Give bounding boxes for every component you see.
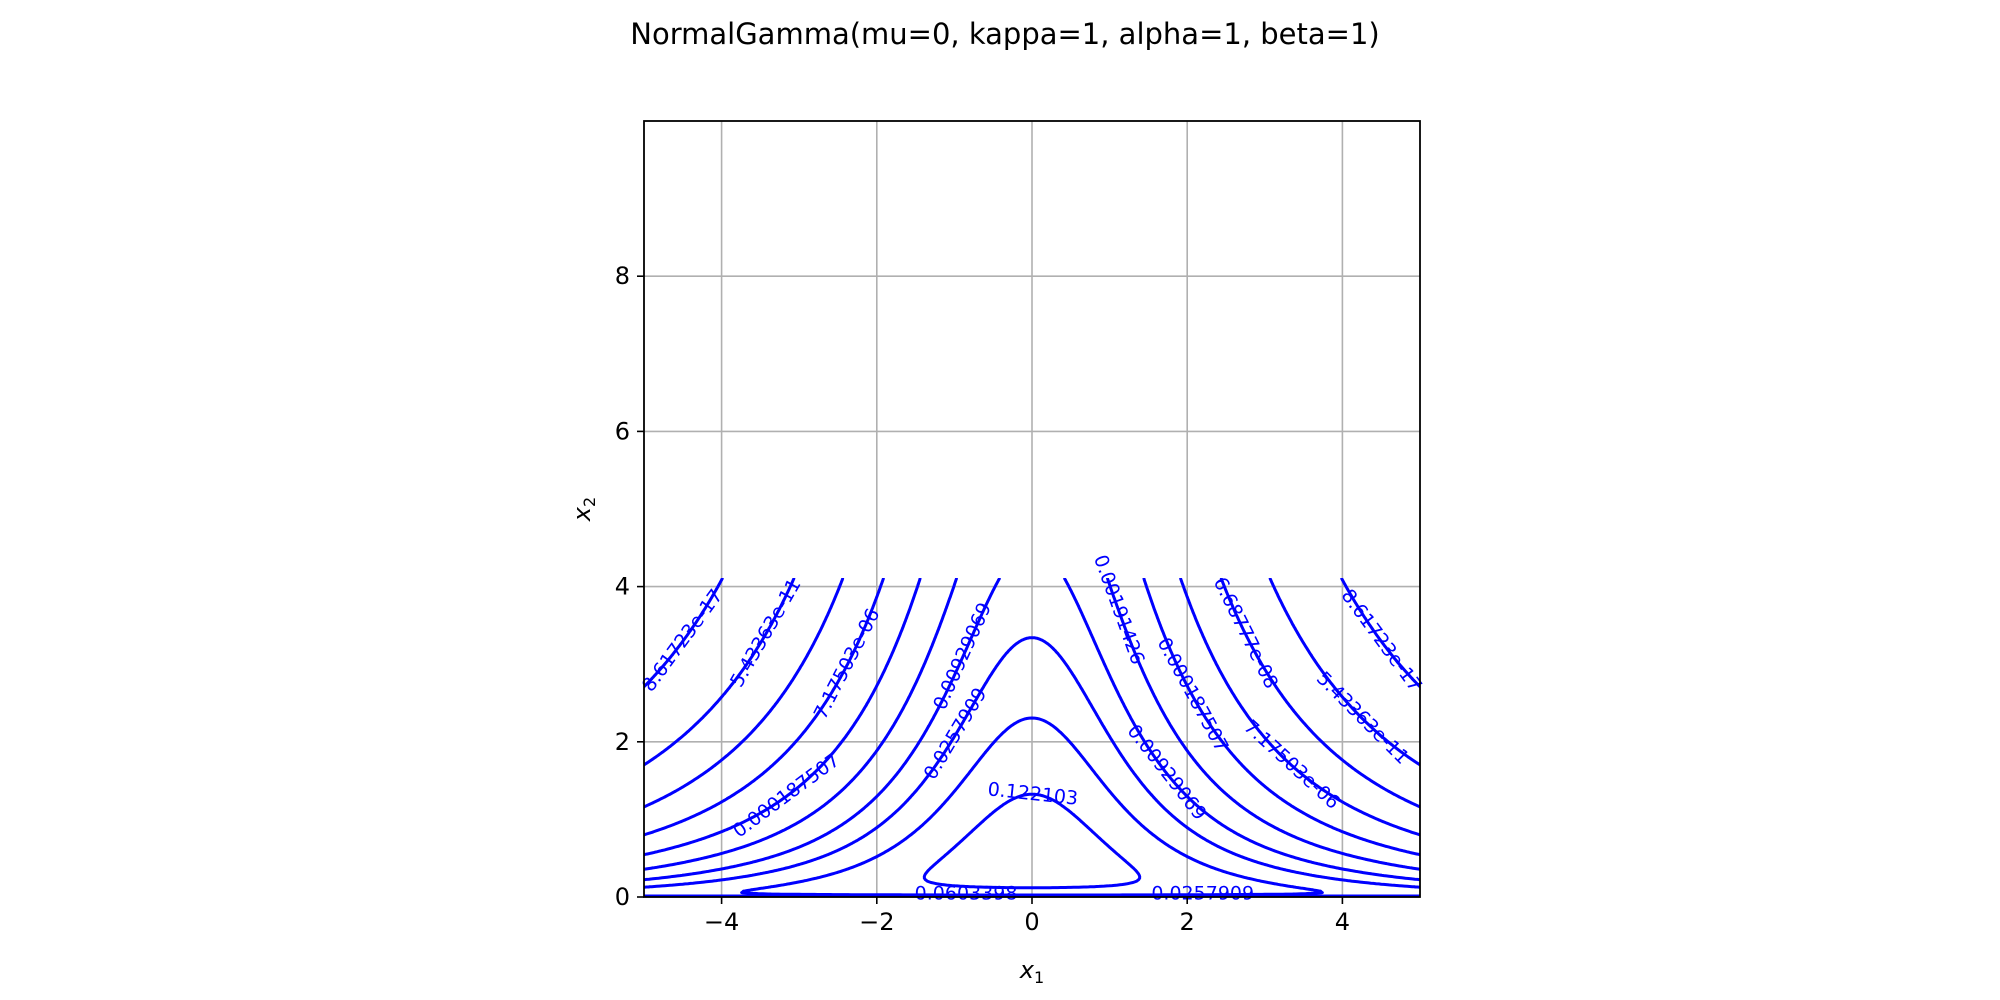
contour-line-9 <box>922 792 1142 890</box>
y-tick-label: 0 <box>615 883 630 911</box>
x-axis-label: x1 <box>1019 956 1044 987</box>
y-axis-label-subscript: 2 <box>580 497 599 507</box>
x-axis-label-main: x <box>1019 956 1035 984</box>
x-tick-label: −2 <box>859 908 894 936</box>
y-tick-label: 2 <box>615 728 630 756</box>
y-axis-label-main: x <box>568 506 596 522</box>
chart-title: NormalGamma(mu=0, kappa=1, alpha=1, beta… <box>630 17 1379 51</box>
y-tick-label: 8 <box>615 262 630 290</box>
contour-line-8 <box>740 716 1324 897</box>
x-axis-label-subscript: 1 <box>1034 968 1044 987</box>
y-tick-label: 6 <box>615 417 630 445</box>
axis-ticks: −4 −2 0 2 4 0 2 4 6 8 <box>615 262 1350 936</box>
contour-line-5 <box>644 578 1420 871</box>
contour-line-4 <box>644 578 1420 857</box>
y-tick-label: 4 <box>615 573 630 601</box>
contour-label: 0.0257909 <box>1151 882 1254 904</box>
x-tick-label: 2 <box>1180 908 1195 936</box>
contour-label: 0.0603398 <box>915 882 1018 904</box>
x-tick-label: −4 <box>704 908 739 936</box>
x-tick-label: 0 <box>1024 908 1039 936</box>
contour-line-2 <box>644 578 1420 809</box>
x-tick-label: 4 <box>1335 908 1350 936</box>
y-axis-label: x2 <box>568 497 599 522</box>
